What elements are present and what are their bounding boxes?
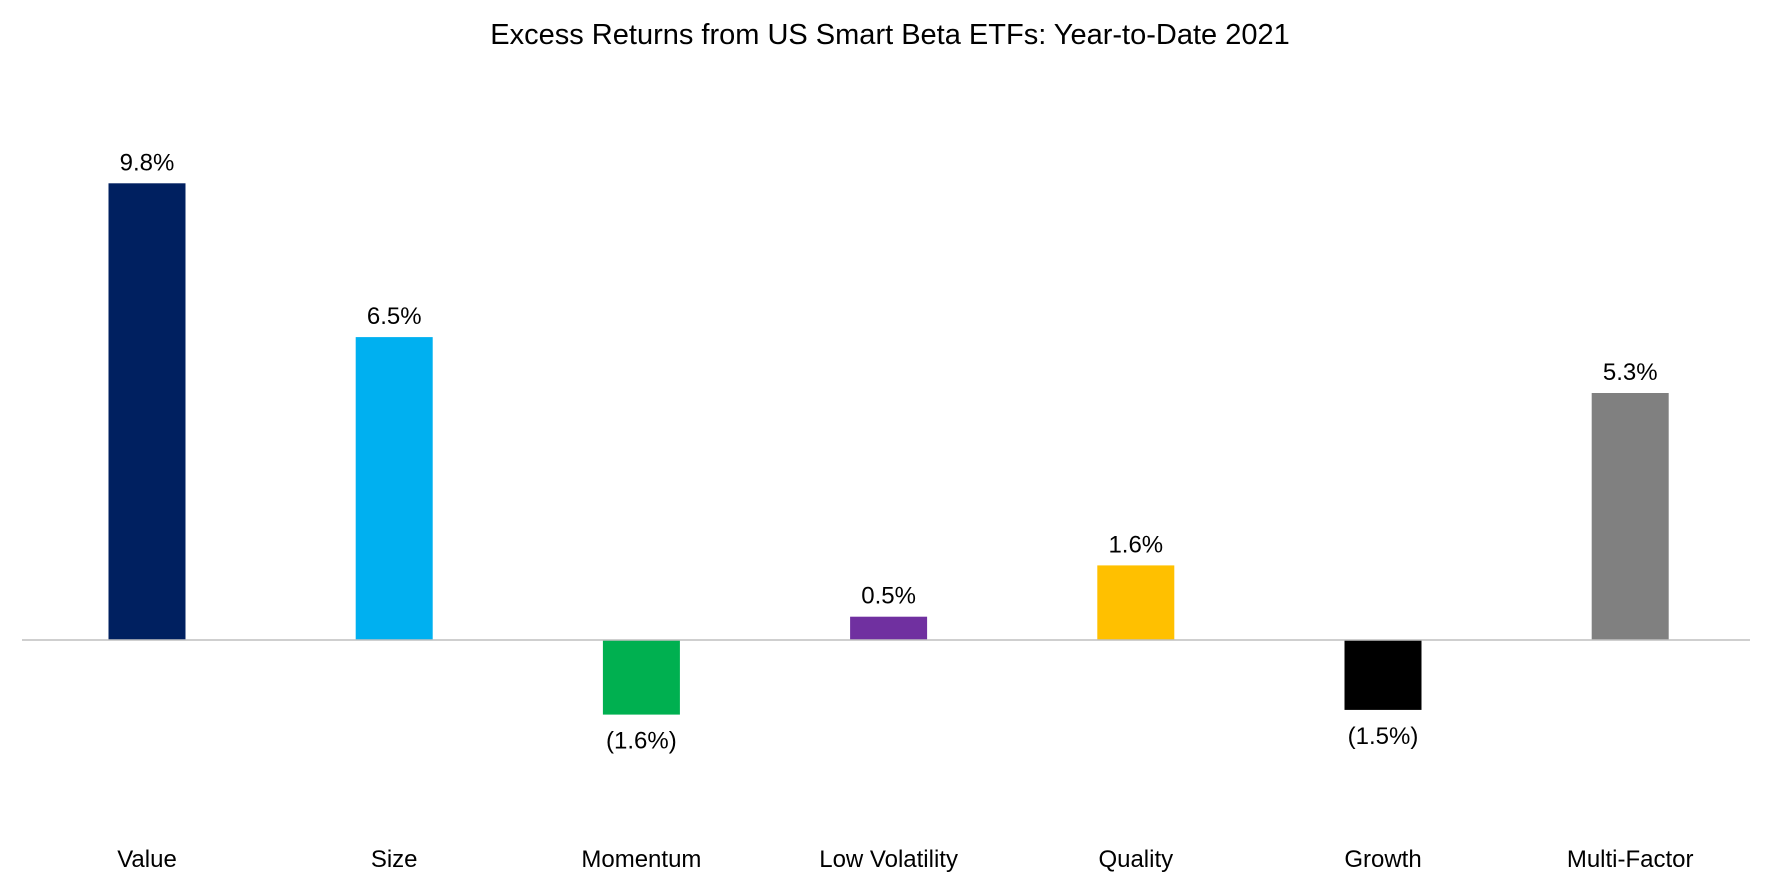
bar xyxy=(1591,393,1669,640)
data-label: (1.6%) xyxy=(606,728,677,755)
category-tick-label: Momentum xyxy=(581,846,701,873)
bars-layer xyxy=(108,183,1669,715)
data-label: 9.8% xyxy=(120,149,175,176)
category-tick-label: Multi-Factor xyxy=(1567,846,1694,873)
bar xyxy=(108,183,186,641)
data-label: 0.5% xyxy=(861,583,916,610)
data-label: 1.6% xyxy=(1108,531,1163,558)
category-tick-label: Low Volatility xyxy=(819,846,958,873)
data-label: 5.3% xyxy=(1603,359,1658,386)
data-label: 6.5% xyxy=(367,303,422,330)
category-tick-label: Value xyxy=(117,846,177,873)
labels-layer: 9.8% Value 6.5% Size (1.6%) Momentum 0.5% Low V… xyxy=(117,149,1693,873)
bar xyxy=(1097,565,1175,640)
category-tick-label: Quality xyxy=(1098,846,1173,873)
bar xyxy=(1344,640,1422,710)
data-label: (1.5%) xyxy=(1348,723,1419,750)
bar xyxy=(355,337,433,640)
category-tick-label: Growth xyxy=(1344,846,1421,873)
category-tick-label: Size xyxy=(371,846,418,873)
bar xyxy=(602,640,680,715)
bar xyxy=(850,616,928,640)
chart-title: Excess Returns from US Smart Beta ETFs: … xyxy=(490,19,1289,51)
